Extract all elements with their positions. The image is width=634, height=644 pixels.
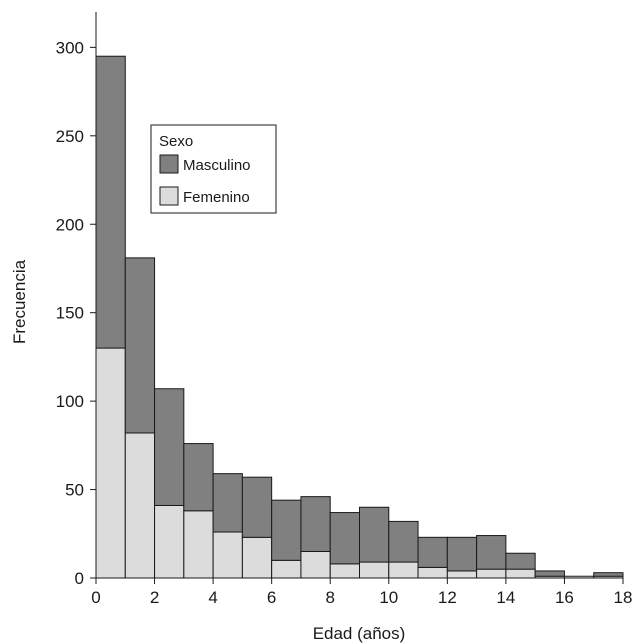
y-tick-label-5: 250 (56, 127, 84, 146)
bar-femenino-bin-0 (95, 347, 126, 579)
bar-femenino-bin-7 (300, 550, 331, 579)
x-tick-label-7: 14 (496, 588, 515, 607)
bar-femenino-bin-13 (476, 568, 507, 579)
legend-label-masculino: Masculino (183, 157, 251, 174)
bar-femenino-bin-4 (212, 531, 243, 579)
bar-femenino-bin-11 (417, 566, 448, 579)
legend-swatch-femenino (159, 186, 179, 206)
bar-femenino-bin-12 (446, 570, 478, 579)
bar-masculino-bin-10 (388, 520, 419, 563)
y-tick-label-0: 0 (75, 569, 84, 588)
legend-swatch-masculino (159, 154, 179, 174)
bar-femenino-bin-1 (124, 432, 156, 579)
x-tick-label-6: 12 (438, 588, 457, 607)
bar-femenino-bin-6 (271, 559, 302, 579)
bar-masculino-bin-9 (359, 506, 390, 563)
bar-masculino-bin-2 (154, 388, 185, 506)
x-tick-label-4: 8 (325, 588, 334, 607)
bar-masculino-bin-17 (593, 572, 624, 577)
legend: Sexo Masculino Femenino (150, 124, 277, 214)
bar-femenino-bin-3 (183, 510, 214, 579)
bar-masculino-bin-11 (417, 536, 448, 568)
y-tick-label-4: 200 (56, 215, 84, 234)
bar-femenino-bin-9 (359, 561, 390, 579)
x-tick-label-2: 4 (208, 588, 217, 607)
y-ticks-group: 0 50 100 150 200 250 300 (56, 38, 96, 588)
bars-group (95, 55, 624, 579)
y-axis-title: Frecuencia (10, 259, 29, 344)
bar-masculino-bin-5 (241, 476, 273, 538)
bar-masculino-bin-6 (271, 499, 302, 561)
x-tick-label-1: 2 (150, 588, 159, 607)
bar-masculino-bin-4 (212, 473, 243, 533)
x-tick-label-0: 0 (91, 588, 100, 607)
bar-masculino-bin-14 (505, 552, 536, 570)
bar-masculino-bin-12 (446, 536, 478, 572)
legend-title: Sexo (159, 133, 193, 150)
y-tick-label-1: 50 (65, 481, 84, 500)
bar-femenino-bin-14 (505, 568, 536, 579)
bar-masculino-bin-1 (124, 257, 156, 434)
x-axis-title: Edad (años) (313, 624, 406, 643)
x-tick-label-9: 18 (614, 588, 633, 607)
legend-label-femenino: Femenino (183, 189, 250, 206)
bar-femenino-bin-8 (329, 563, 361, 579)
x-tick-label-5: 10 (379, 588, 398, 607)
bar-femenino-bin-2 (154, 504, 185, 579)
x-tick-label-3: 6 (267, 588, 276, 607)
bar-masculino-bin-13 (476, 535, 507, 570)
x-ticks-group: 0 2 4 6 8 10 12 14 16 18 (91, 578, 632, 607)
y-tick-label-6: 300 (56, 38, 84, 57)
y-tick-label-2: 100 (56, 392, 84, 411)
bar-femenino-bin-10 (388, 561, 419, 579)
bar-masculino-bin-15 (534, 570, 565, 577)
bar-masculino-bin-3 (183, 443, 214, 512)
bar-masculino-bin-8 (329, 512, 361, 565)
bar-femenino-bin-5 (241, 536, 273, 579)
bar-masculino-bin-0 (95, 55, 126, 349)
axes-group (95, 12, 623, 579)
x-tick-label-8: 16 (555, 588, 574, 607)
y-tick-label-3: 150 (56, 304, 84, 323)
bar-masculino-bin-7 (300, 496, 331, 552)
